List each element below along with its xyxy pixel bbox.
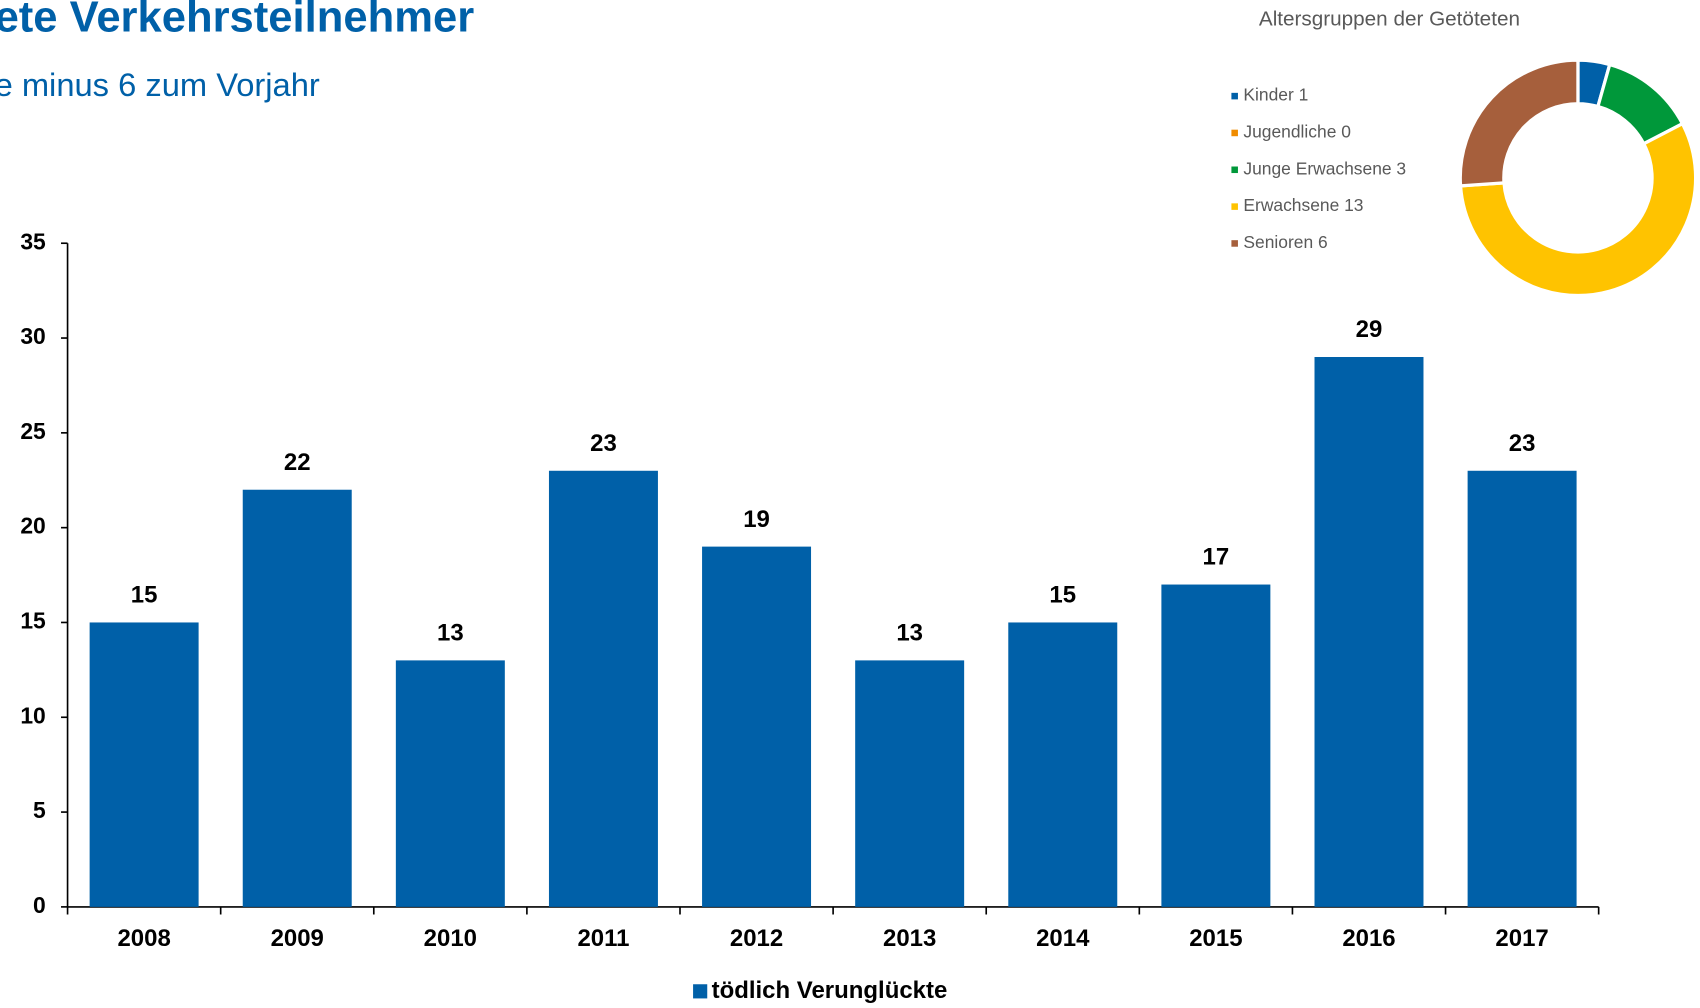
bar [1008,622,1118,907]
data-label: 15 [1049,582,1076,609]
x-tick-label: 2017 [1495,925,1548,952]
x-tick-label: 2009 [271,925,324,952]
data-label: 13 [896,620,923,647]
x-tick-label: 2016 [1342,925,1395,952]
y-tick-label: 30 [20,323,45,349]
donut-slice [1458,58,1580,188]
y-tick-label: 5 [33,797,46,823]
chart-subtitle: e minus 6 zum Vorjahr [0,66,320,103]
bar [242,489,352,907]
y-tick-label: 0 [33,892,46,918]
legend-swatch [1231,240,1238,247]
bar [1314,357,1424,907]
data-label: 23 [590,430,617,457]
legend-swatch [1231,92,1238,100]
x-tick-label: 2015 [1189,925,1242,952]
legend-label: tödlich Verunglückte [712,977,948,1003]
legend-label: Kinder 1 [1243,85,1308,105]
x-tick-label: 2014 [1036,925,1090,952]
bar [89,622,199,907]
y-tick-label: 10 [20,702,45,728]
x-tick-label: 2013 [883,925,936,952]
legend-swatch [1231,203,1238,210]
data-label: 23 [1509,430,1536,457]
x-tick-label: 2011 [577,925,629,952]
legend-label: Jugendliche 0 [1243,122,1351,142]
data-label: 22 [284,449,311,476]
legend-label: Junge Erwachsene 3 [1243,158,1406,178]
bar [1161,584,1271,907]
donut-title: Altersgruppen der Getöteten [1259,7,1520,30]
y-tick-label: 15 [20,608,46,634]
bar [1467,470,1577,907]
y-tick-label: 35 [20,228,46,254]
chart-title: ete Verkehrsteilnehmer [0,0,474,41]
x-tick-label: 2008 [117,925,170,952]
legend-label: Senioren 6 [1243,232,1327,252]
bar [395,660,505,907]
legend-swatch [1231,166,1238,174]
legend-label: Erwachsene 13 [1243,195,1363,215]
x-tick-label: 2010 [424,925,477,952]
data-label: 19 [743,506,770,533]
data-label: 13 [437,620,464,647]
data-label: 17 [1203,544,1230,571]
bar [548,470,658,907]
data-label: 15 [131,582,158,609]
y-tick-label: 20 [20,513,45,539]
legend-swatch [1231,129,1238,137]
bar [702,546,812,907]
y-tick-label: 25 [20,418,46,444]
legend-swatch [693,984,708,999]
data-label: 29 [1356,316,1383,343]
donut-slice [1458,121,1698,298]
bar [855,660,965,907]
x-tick-label: 2012 [730,925,783,952]
